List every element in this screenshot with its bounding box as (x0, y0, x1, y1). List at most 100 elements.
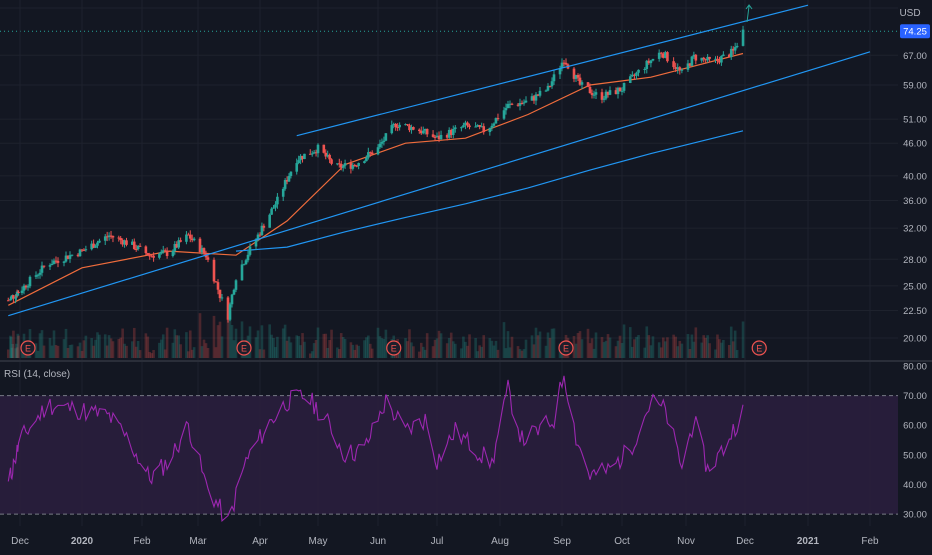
volume-bar (425, 333, 429, 358)
earnings-marker-label: E (563, 344, 569, 354)
currency-label[interactable]: USD (899, 8, 920, 19)
candle-body (131, 241, 134, 245)
candle-body (285, 180, 289, 182)
volume-bar (674, 336, 677, 358)
volume-bar (367, 335, 370, 358)
time-tick-label: Jul (431, 536, 444, 547)
volume-bar (376, 327, 380, 358)
volume-bar (185, 332, 188, 358)
volume-bar (363, 340, 366, 358)
candle-body (351, 165, 355, 169)
earnings-marker-icon[interactable] (236, 340, 252, 356)
volume-bar (138, 350, 142, 358)
volume-bar (230, 325, 234, 358)
time-axis[interactable]: Dec 2020 Feb Mar Apr May Jun Jul Aug Sep Oct Nov Dec… (11, 536, 879, 547)
volume-bar (322, 333, 326, 358)
candle-body (408, 125, 411, 131)
volume-bar (522, 349, 526, 358)
candle-body (10, 295, 14, 298)
candle-body (38, 272, 42, 275)
candle-body (52, 260, 56, 264)
rsi-label[interactable]: RSI (14, close) (4, 369, 70, 380)
candle-body (659, 52, 663, 54)
candle-body (26, 286, 30, 288)
candle-body (244, 260, 248, 265)
volume-bar (289, 342, 293, 358)
volume-bar (453, 343, 457, 358)
volume-bar (78, 342, 82, 358)
candle-body (206, 257, 210, 260)
earnings-marker-icon[interactable] (751, 340, 767, 356)
candle-body (504, 108, 508, 111)
volume-bar (631, 346, 634, 358)
candle-body (522, 102, 526, 104)
volume-bar (365, 337, 368, 358)
volume-bar (741, 321, 745, 358)
candle-body (173, 244, 177, 252)
rsi-tick-label: 80.00 (903, 362, 927, 373)
candle-body (187, 234, 190, 236)
candlestick-layer[interactable] (6, 25, 745, 323)
candle-body (6, 300, 10, 302)
candle-body (449, 129, 453, 135)
volume-bar (657, 342, 661, 358)
volume-bar (48, 337, 52, 358)
candle-body (268, 214, 271, 228)
candle-body (546, 85, 550, 91)
candle-body (188, 234, 192, 239)
volume-bar (268, 324, 271, 358)
candle-body (70, 254, 74, 256)
volume-bar (160, 339, 163, 358)
volume-bar (382, 339, 386, 358)
earnings-marker-icon[interactable] (386, 340, 402, 356)
volume-bar (314, 339, 318, 358)
candle-body (283, 180, 287, 189)
volume-bar (534, 327, 538, 358)
candle-body (66, 255, 70, 259)
candle-body (200, 248, 204, 253)
volume-bar (68, 344, 72, 358)
volume-bar (602, 342, 606, 358)
volume-bar (550, 328, 554, 358)
channel-line[interactable] (8, 51, 871, 317)
volume-bar (672, 334, 675, 358)
volume-bar (165, 327, 169, 358)
candle-body (146, 253, 150, 256)
volume-bar (447, 338, 451, 358)
candle-body (134, 248, 138, 250)
earnings-marker-icon[interactable] (20, 340, 36, 356)
candle-body (84, 249, 88, 251)
time-tick-label: Dec (736, 536, 754, 547)
candle-body (476, 125, 479, 127)
volume-bar (326, 347, 329, 358)
candle-body (616, 87, 620, 95)
channel-layer[interactable] (8, 4, 871, 317)
candle-body (532, 96, 536, 101)
candle-body (404, 124, 407, 126)
candle-body (396, 127, 399, 129)
volume-bar (476, 351, 479, 358)
channel-line[interactable] (296, 4, 809, 137)
volume-bar (349, 342, 353, 358)
price-axis[interactable]: 74.25 67.00 59.00 51.00 46.00 40.00 36.00 32.00… (900, 24, 930, 521)
candle-body (594, 92, 598, 95)
rsi-line (7, 375, 744, 523)
candle-body (171, 251, 175, 256)
earnings-marker-icon[interactable] (558, 340, 574, 356)
candle-body (299, 155, 302, 161)
volume-bar (36, 350, 40, 358)
volume-bar (524, 339, 528, 358)
candle-body (560, 62, 564, 69)
volume-bar (9, 336, 13, 358)
candle-body (590, 93, 594, 95)
candle-body (606, 91, 610, 95)
time-tick-label: Mar (189, 536, 207, 547)
last-price-badge[interactable] (900, 24, 930, 39)
price-tick-label: 51.00 (903, 115, 927, 126)
volume-bar (52, 330, 56, 358)
candle-body (518, 103, 522, 106)
candle-body (716, 58, 719, 61)
candle-body (468, 125, 471, 128)
time-tick-label: 2020 (71, 536, 94, 547)
